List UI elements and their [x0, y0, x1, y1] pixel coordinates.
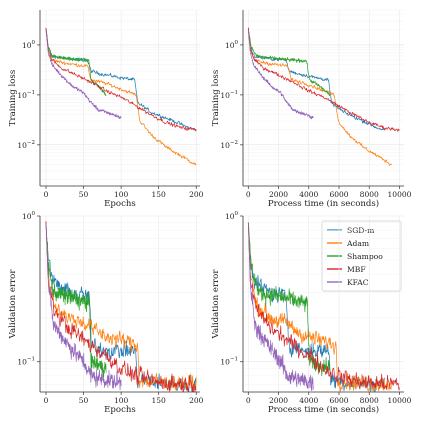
series-line-shampoo — [45, 221, 107, 378]
x-tick-label: 6000 — [329, 190, 348, 199]
legend-label-shampoo: Shampoo — [347, 252, 383, 261]
x-tick-label: 100 — [114, 396, 129, 405]
x-tick-label: 0 — [44, 190, 49, 199]
x-tick-label: 150 — [152, 396, 167, 405]
panel-val-error-time: 0 2000 4000 6000 8000 10000 10−1 100 Process tim… — [211, 211, 412, 415]
x-axis-label: Epochs — [104, 405, 136, 415]
y-tick-label: 10−1 — [220, 357, 238, 367]
x-tick-label: 4000 — [299, 190, 318, 199]
panel-train-loss-time: 0 2000 4000 6000 8000 10000 10−2 10−1 100 Process… — [211, 9, 412, 209]
x-axis-label: Process time (in seconds) — [268, 404, 379, 415]
series-line-sgd-m — [247, 27, 385, 131]
legend-label-sgd-m: SGD-m — [347, 226, 374, 235]
series-group — [247, 222, 400, 392]
legend-label-adam: Adam — [346, 239, 369, 248]
y-axis-label: Training loss — [8, 70, 18, 127]
series-group — [45, 27, 197, 166]
series-line-mbf — [247, 27, 400, 132]
x-tick-label: 50 — [79, 190, 89, 199]
x-tick-label: 150 — [152, 190, 167, 199]
x-tick-label: 6000 — [329, 396, 348, 405]
y-tick-label: 10−1 — [220, 90, 238, 100]
y-tick-label: 10−2 — [17, 140, 35, 150]
y-tick-label: 10−1 — [17, 90, 35, 100]
series-group — [247, 27, 400, 166]
series-line-kfac — [247, 29, 314, 120]
series-group — [45, 221, 197, 392]
x-tick-label: 200 — [189, 396, 204, 405]
series-line-adam — [247, 29, 392, 166]
x-tick-label: 4000 — [299, 396, 318, 405]
x-tick-label: 0 — [44, 396, 49, 405]
x-axis-label: Process time (in seconds) — [268, 198, 379, 209]
y-tick-label: 100 — [225, 211, 239, 221]
series-line-kfac — [247, 223, 314, 392]
y-tick-label: 100 — [22, 211, 36, 221]
x-tick-label: 2000 — [269, 396, 288, 405]
x-tick-label: 0 — [246, 190, 251, 199]
x-tick-label: 8000 — [360, 190, 379, 199]
x-tick-label: 8000 — [360, 396, 379, 405]
y-tick-label: 100 — [22, 40, 36, 50]
series-line-mbf — [247, 222, 400, 391]
x-tick-label: 200 — [189, 190, 204, 199]
series-line-mbf — [45, 28, 197, 132]
y-axis-label: Validation error — [211, 269, 221, 340]
series-line-mbf — [45, 221, 197, 392]
y-axis-label: Training loss — [211, 70, 221, 127]
x-axis-label: Epochs — [104, 199, 136, 209]
x-tick-label: 10000 — [388, 190, 412, 199]
x-tick-label: 50 — [79, 396, 89, 405]
y-axis-label: Validation error — [8, 269, 18, 340]
series-line-adam — [45, 221, 197, 392]
series-line-kfac — [45, 223, 122, 391]
x-tick-label: 0 — [246, 396, 251, 405]
series-line-shampoo — [45, 28, 107, 97]
series-line-adam — [45, 29, 197, 166]
series-line-kfac — [45, 30, 122, 120]
y-tick-label: 100 — [225, 40, 239, 50]
legend: SGD-m Adam Shampoo MBF KFAC — [321, 220, 402, 292]
series-line-sgd-m — [45, 27, 197, 132]
y-tick-label: 10−1 — [17, 357, 35, 367]
x-tick-label: 2000 — [269, 190, 288, 199]
legend-label-mbf: MBF — [347, 265, 366, 274]
y-tick-label: 10−2 — [220, 140, 238, 150]
x-tick-label: 10000 — [388, 396, 412, 405]
series-line-shampoo — [247, 28, 331, 96]
x-tick-label: 100 — [114, 190, 129, 199]
legend-label-kfac: KFAC — [347, 278, 369, 287]
